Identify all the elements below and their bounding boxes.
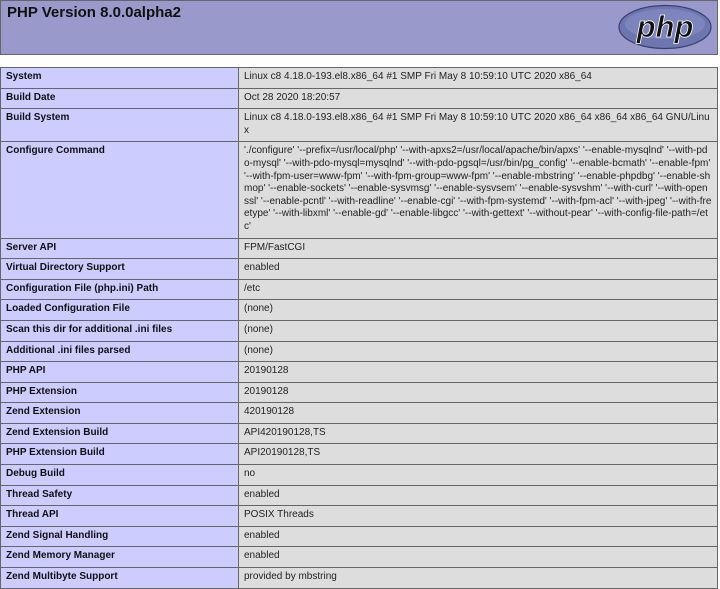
row-label: Scan this dir for additional .ini files	[0, 319, 239, 342]
row-value: (none)	[238, 340, 718, 363]
row-value: enabled	[238, 258, 718, 280]
row-value: Oct 28 2020 18:20:57	[238, 87, 718, 110]
table-row: Zend Signal Handling enabled	[0, 525, 718, 548]
table-row: Thread API POSIX Threads	[0, 505, 718, 527]
row-value: Linux c8 4.18.0-193.el8.x86_64 #1 SMP Fr…	[238, 67, 718, 89]
row-value: (none)	[238, 319, 718, 342]
row-value: enabled	[238, 484, 718, 507]
table-row: Configure Command './configure' '--prefix…	[0, 141, 718, 239]
table-row: Build System Linux c8 4.18.0-193.el8.x86_…	[0, 108, 718, 143]
info-table: System Linux c8 4.18.0-193.el8.x86_64 #1 …	[0, 67, 718, 589]
row-value: FPM/FastCGI	[238, 237, 718, 260]
row-label: Thread Safety	[0, 484, 239, 507]
table-row: PHP Extension Build API20190128,TS	[0, 443, 718, 466]
row-value: no	[238, 464, 718, 486]
table-row: Debug Build no	[0, 464, 718, 486]
row-value: 20190128	[238, 381, 718, 404]
row-label: System	[0, 67, 239, 89]
row-label: Virtual Directory Support	[0, 258, 239, 280]
row-label: Debug Build	[0, 464, 239, 486]
phpinfo-header: PHP Version 8.0.0alpha2 php	[0, 0, 718, 55]
table-row: Server API FPM/FastCGI	[0, 237, 718, 260]
row-value: (none)	[238, 299, 718, 321]
table-row: Scan this dir for additional .ini files(…	[0, 319, 718, 342]
table-row: Zend Extension 420190128	[0, 402, 718, 424]
row-value: Linux c8 4.18.0-193.el8.x86_64 #1 SMP Fr…	[238, 108, 718, 143]
table-row: Loaded Configuration File (none)	[0, 299, 718, 321]
row-label: Loaded Configuration File	[0, 299, 239, 321]
table-row: PHP API 20190128	[0, 361, 718, 383]
row-label: Server API	[0, 237, 239, 260]
row-value: /etc	[238, 278, 718, 301]
php-logo: php	[618, 4, 712, 50]
page-title: PHP Version 8.0.0alpha2	[7, 4, 181, 21]
row-label: Zend Extension	[0, 402, 239, 424]
row-label: Configuration File (php.ini) Path	[0, 278, 239, 301]
table-row: PHP Extension 20190128	[0, 381, 718, 404]
row-label: PHP Extension Build	[0, 443, 239, 466]
row-label: Build Date	[0, 87, 239, 110]
row-value: API20190128,TS	[238, 443, 718, 466]
row-label: Thread API	[0, 505, 239, 527]
row-label: Configure Command	[0, 141, 239, 239]
table-row: Build Date Oct 28 2020 18:20:57	[0, 87, 718, 110]
row-value: POSIX Threads	[238, 505, 718, 527]
row-value: enabled	[238, 525, 718, 548]
table-row: Zend Extension Build API420190128,TS	[0, 422, 718, 445]
row-label: Zend Signal Handling	[0, 525, 239, 548]
row-value: API420190128,TS	[238, 422, 718, 445]
row-label: PHP Extension	[0, 381, 239, 404]
row-label: Zend Extension Build	[0, 422, 239, 445]
table-row: Virtual Directory Support enabled	[0, 258, 718, 280]
row-label: Build System	[0, 108, 239, 143]
row-label: Zend Memory Manager	[0, 546, 239, 569]
row-value: enabled	[238, 546, 718, 569]
row-value: provided by mbstring	[238, 567, 718, 589]
row-label: Additional .ini files parsed	[0, 340, 239, 363]
row-label: PHP API	[0, 361, 239, 383]
table-row: Thread Safety enabled	[0, 484, 718, 507]
table-row: Zend Memory Manager enabled	[0, 546, 718, 569]
row-value: 20190128	[238, 361, 718, 383]
row-value: 420190128	[238, 402, 718, 424]
table-row: Additional .ini files parsed (none)	[0, 340, 718, 363]
table-row: Configuration File (php.ini) Path/etc	[0, 278, 718, 301]
row-label: Zend Multibyte Support	[0, 567, 239, 589]
table-row: System Linux c8 4.18.0-193.el8.x86_64 #1 …	[0, 67, 718, 89]
table-row: Zend Multibyte Support provided by mbstri…	[0, 567, 718, 589]
svg-text:php: php	[636, 9, 694, 44]
row-value: './configure' '--prefix=/usr/local/php' …	[238, 141, 718, 239]
